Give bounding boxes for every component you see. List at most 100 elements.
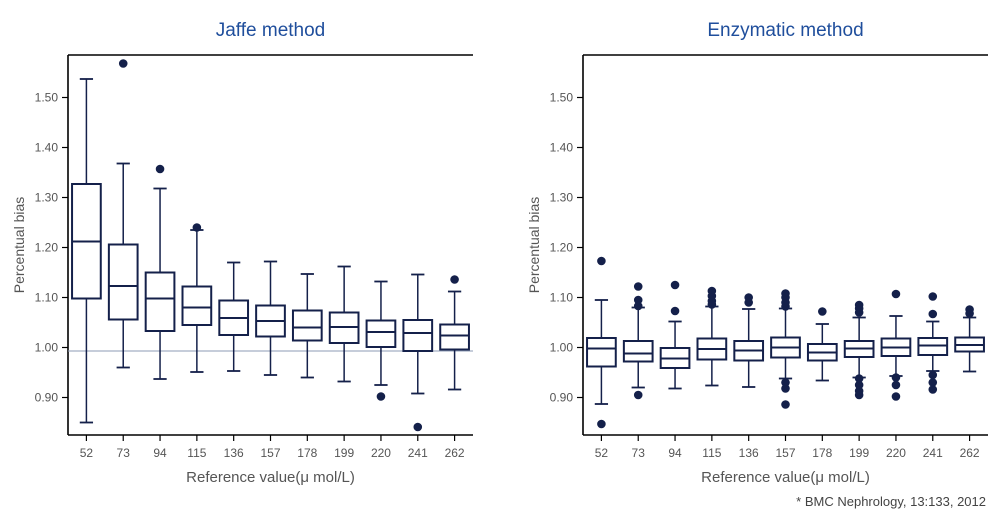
y-tick-label: 1.40 — [35, 141, 59, 155]
outlier-point — [854, 374, 864, 383]
outlier-point — [707, 300, 717, 309]
box-iqr — [291, 309, 323, 342]
outlier-point — [854, 380, 864, 390]
outlier-point — [597, 419, 606, 429]
outlier-point — [155, 164, 165, 174]
outlier-point — [891, 392, 901, 401]
x-axis-label: Reference value(μ mol/L) — [186, 469, 355, 486]
box-241 — [917, 292, 949, 394]
x-tick-label: 136 — [224, 446, 244, 460]
x-tick-label: 262 — [960, 446, 980, 460]
box-157 — [255, 260, 286, 376]
box-262 — [439, 275, 470, 391]
box-iqr — [622, 340, 654, 363]
x-tick-label: 94 — [668, 446, 682, 460]
box-iqr — [439, 323, 470, 351]
box-115 — [181, 223, 213, 373]
outlier-point — [633, 295, 643, 305]
source-footnote: * BMC Nephrology, 13:133, 2012 — [796, 494, 986, 509]
box-iqr — [181, 285, 213, 326]
box-220 — [880, 289, 912, 401]
outlier-point — [597, 256, 606, 266]
outlier-point — [744, 298, 753, 307]
x-tick-label: 178 — [297, 446, 317, 460]
outlier-point — [781, 378, 790, 387]
box-94 — [659, 280, 691, 390]
box-136 — [218, 261, 250, 372]
outlier-point — [781, 384, 790, 393]
y-tick-label: 1.30 — [35, 191, 59, 205]
y-tick-label: 1.20 — [35, 241, 59, 255]
x-tick-label: 199 — [849, 446, 869, 460]
outlier-point — [891, 289, 901, 299]
box-94 — [144, 164, 176, 380]
outlier-point — [413, 422, 423, 432]
outlier-point — [854, 308, 864, 317]
outlier-point — [781, 302, 790, 311]
box-iqr — [107, 243, 139, 321]
enzymatic-chart: Enzymatic method 0.90 1.00 1.10 1.20 1.30 1.40… — [526, 20, 988, 486]
x-tick-label: 157 — [775, 446, 795, 460]
outlier-point — [928, 385, 938, 394]
x-tick-label: 52 — [595, 446, 609, 460]
x-tick-label: 94 — [153, 446, 167, 460]
outlier-point — [854, 390, 864, 400]
jaffe-chart: Jaffe method 0.90 1.00 1.10 1.20 1.30 1.40 1.50… — [11, 20, 473, 486]
y-axis-label: Percentual bias — [526, 197, 542, 294]
box-73 — [107, 59, 139, 369]
y-tick-label: 1.50 — [35, 91, 59, 105]
box-iqr — [365, 319, 397, 348]
outlier-point — [891, 373, 901, 382]
y-tick-label: 1.40 — [550, 141, 574, 155]
box-157 — [770, 289, 801, 409]
y-tick-label: 0.90 — [35, 391, 59, 405]
box-220 — [365, 280, 397, 401]
box-178 — [806, 307, 838, 382]
outlier-point — [928, 309, 938, 319]
x-tick-label: 157 — [260, 446, 280, 460]
outlier-point — [781, 400, 790, 409]
outlier-point — [670, 280, 680, 290]
x-tick-label: 220 — [886, 446, 906, 460]
outlier-point — [928, 370, 938, 380]
box-iqr — [586, 337, 617, 368]
outlier-point — [192, 223, 202, 232]
outlier-point — [633, 301, 643, 311]
chart-title: Enzymatic method — [707, 20, 863, 41]
y-tick-label: 1.30 — [550, 191, 574, 205]
box-iqr — [144, 271, 176, 332]
y-tick-label: 1.00 — [35, 341, 59, 355]
x-tick-label: 73 — [117, 446, 131, 460]
x-tick-label: 52 — [80, 446, 94, 460]
box-262 — [954, 305, 985, 373]
y-tick-label: 0.90 — [550, 391, 574, 405]
outlier-point — [965, 309, 974, 318]
box-52 — [586, 256, 617, 429]
x-axis-label: Reference value(μ mol/L) — [701, 469, 870, 486]
y-tick-label: 1.50 — [550, 91, 574, 105]
x-tick-label: 241 — [923, 446, 943, 460]
y-tick-label: 1.10 — [35, 291, 59, 305]
x-tick-label: 262 — [445, 446, 465, 460]
box-52 — [71, 78, 102, 424]
x-tick-label: 241 — [408, 446, 428, 460]
box-199 — [843, 300, 875, 400]
outlier-point — [118, 59, 128, 68]
box-241 — [402, 273, 434, 432]
outlier-point — [376, 392, 386, 401]
x-tick-label: 178 — [812, 446, 832, 460]
outlier-point — [633, 282, 643, 291]
box-199 — [328, 265, 360, 383]
y-axis-label: Percentual bias — [11, 197, 27, 294]
y-tick-label: 1.10 — [550, 291, 574, 305]
box-178 — [291, 273, 323, 379]
y-tick-label: 1.20 — [550, 241, 574, 255]
y-tick-label: 1.00 — [550, 341, 574, 355]
box-iqr — [402, 319, 434, 352]
x-tick-label: 220 — [371, 446, 391, 460]
box-136 — [733, 293, 765, 388]
x-tick-label: 199 — [334, 446, 354, 460]
x-tick-label: 136 — [739, 446, 759, 460]
outlier-point — [818, 307, 827, 316]
